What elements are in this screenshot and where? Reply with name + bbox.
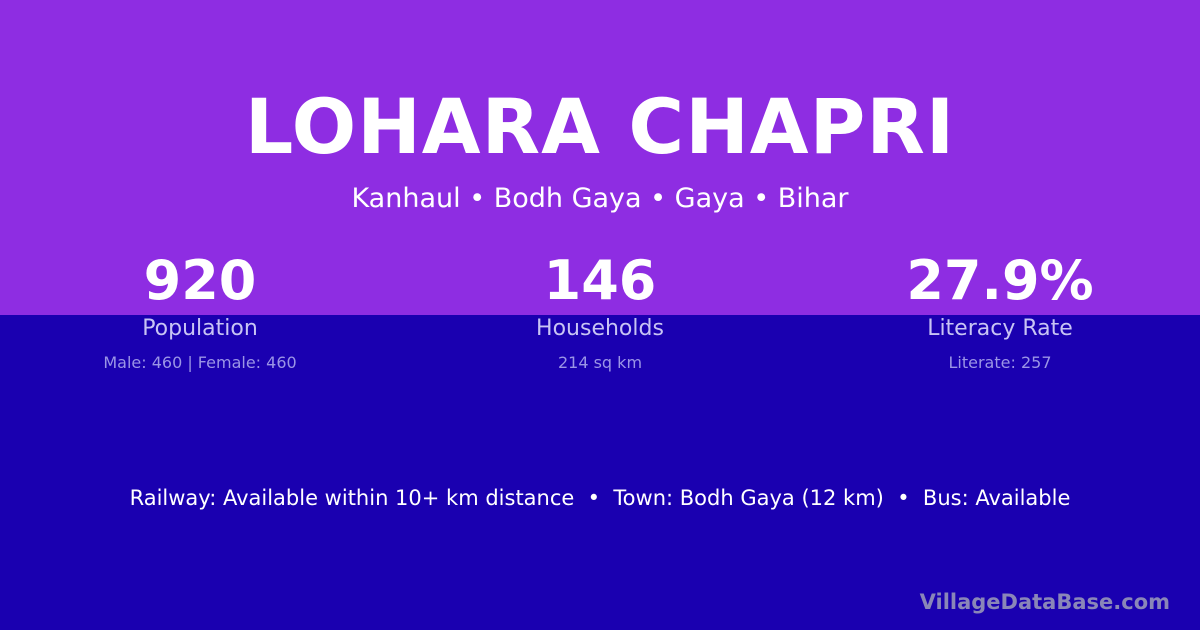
village-name: LOHARA CHAPRI [244, 82, 956, 171]
village-location: Kanhaul • Bodh Gaya • Gaya • Bihar [351, 183, 849, 214]
stat-detail: Male: 460 | Female: 460 [103, 353, 297, 372]
stat-label: Literacy Rate [927, 316, 1073, 341]
header-band [0, 0, 1200, 315]
stat-literacy: 27.9% Literacy Rate Literate: 257 [800, 249, 1200, 373]
stat-value: 27.9% [906, 249, 1094, 312]
brand-watermark: VillageDataBase.com [919, 590, 1170, 614]
stat-households: 146 Households 214 sq km [400, 249, 800, 373]
stat-population: 920 Population Male: 460 | Female: 460 [0, 249, 400, 373]
stat-value: 920 [143, 249, 257, 312]
facilities-line: Railway: Available within 10+ km distanc… [129, 486, 1071, 510]
stat-detail: 214 sq km [557, 353, 643, 372]
stat-value: 146 [543, 249, 657, 312]
stat-label: Households [536, 316, 664, 341]
stat-detail: Literate: 257 [948, 353, 1052, 372]
stat-label: Population [142, 316, 258, 341]
body-band [0, 315, 1200, 630]
